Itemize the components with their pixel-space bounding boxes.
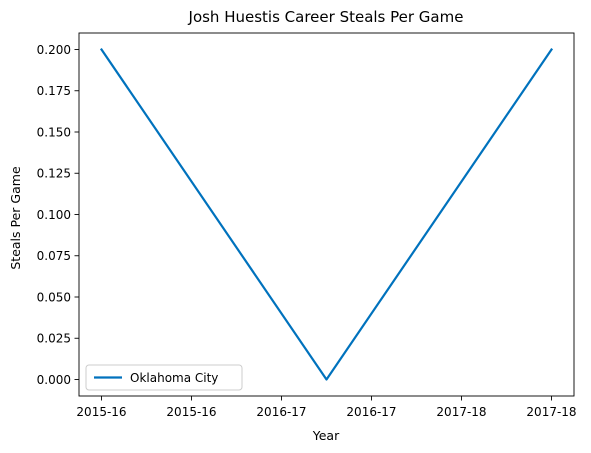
chart-title: Josh Huestis Career Steals Per Game	[188, 8, 464, 26]
y-tick-label: 0.200	[37, 43, 71, 57]
y-axis-label: Steals Per Game	[8, 166, 23, 270]
x-tick-label: 2017-18	[526, 405, 576, 419]
y-tick-label: 0.075	[37, 249, 71, 263]
legend-box	[85, 364, 243, 391]
x-axis-label: Year	[312, 428, 340, 443]
y-tick-label: 0.000	[37, 373, 71, 387]
x-tick-label: 2016-17	[256, 405, 306, 419]
y-axis-ticks: 0.000 0.025 0.050 0.075 0.100 0.125 0.150 0.175…	[37, 43, 79, 387]
legend: Oklahoma City	[85, 364, 243, 391]
y-tick-label: 0.050	[37, 290, 71, 304]
y-tick-label: 0.025	[37, 332, 71, 346]
y-tick-label: 0.175	[37, 84, 71, 98]
y-tick-label: 0.150	[37, 125, 71, 139]
y-tick-label: 0.100	[37, 208, 71, 222]
y-tick-label: 0.125	[37, 167, 71, 181]
series-line	[99, 47, 554, 381]
x-tick-label: 2015-16	[76, 405, 126, 419]
x-tick-label: 2016-17	[346, 405, 396, 419]
legend-label: Oklahoma City	[130, 371, 218, 385]
x-tick-label: 2015-16	[166, 405, 216, 419]
x-axis-ticks: 2015-16 2015-16 2016-17 2016-17 2017-18 2017-…	[76, 396, 577, 419]
x-tick-label: 2017-18	[436, 405, 486, 419]
